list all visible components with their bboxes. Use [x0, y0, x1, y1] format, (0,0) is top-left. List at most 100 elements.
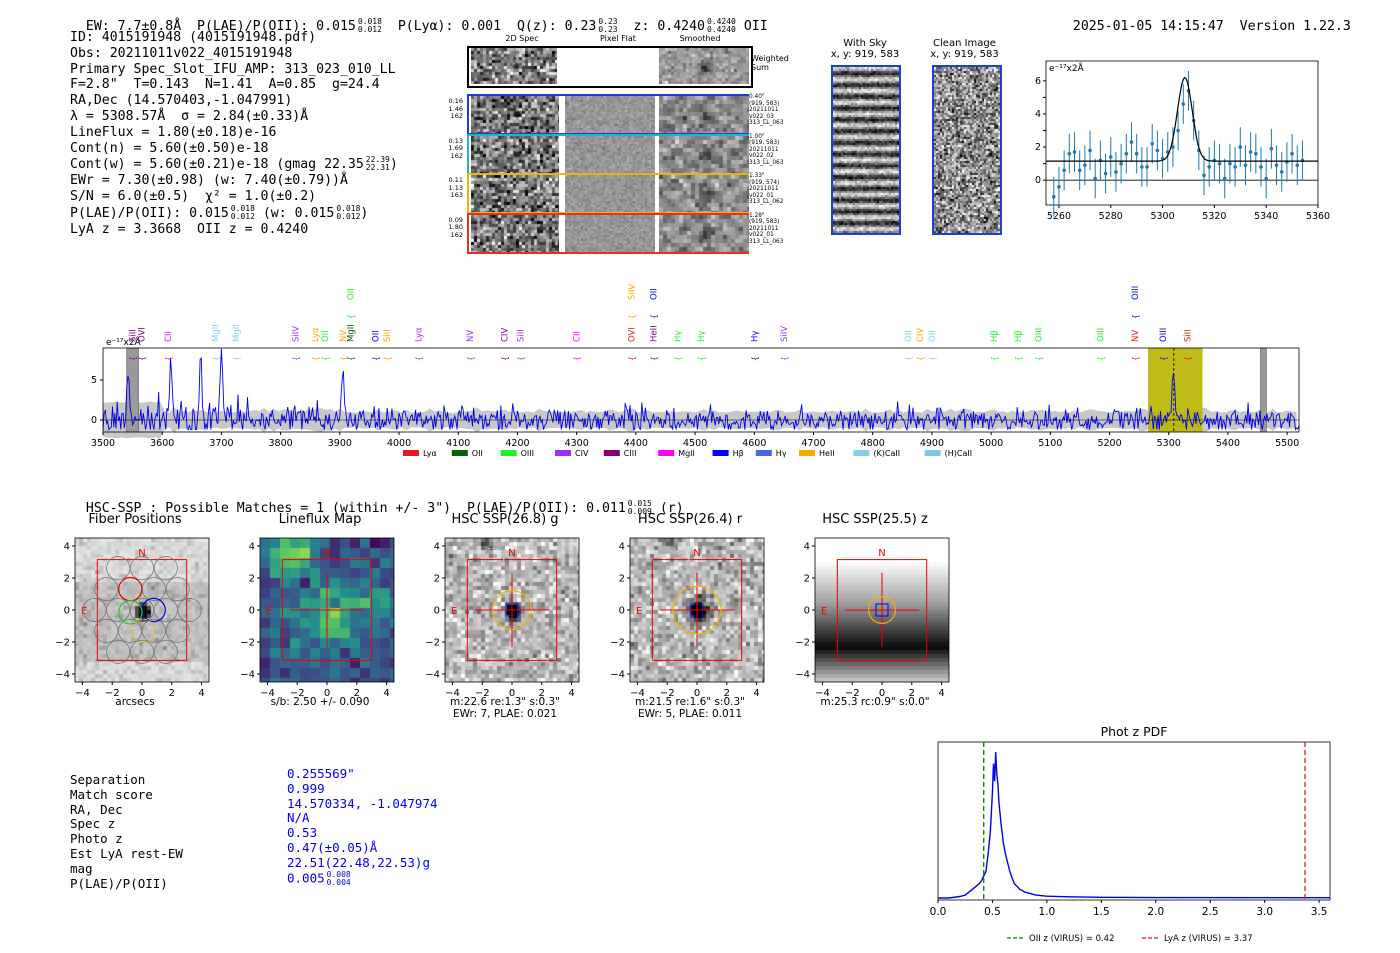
spectrum-line-label-text: SiII [1184, 329, 1194, 342]
cutout-row-right-value: 313_LL_063 [749, 238, 784, 245]
spectrum-line-label: OVI { [137, 327, 147, 361]
cutout-smoothed [659, 214, 749, 252]
col-smoothed-label: Smoothed [679, 34, 721, 43]
spectrum-legend-label: Hβ [733, 449, 744, 458]
header-z: z: 0.4240 [633, 19, 705, 34]
spectrum-line-label-text: NV [1131, 330, 1141, 342]
spectrum-legend-label: CIII [624, 449, 637, 458]
hsc-ytick-label: 4 [804, 542, 810, 553]
spectrum-line-brace: { [232, 356, 241, 361]
spectrum-line-label-text: OII [904, 330, 914, 342]
cutout-2d-spec [471, 214, 559, 252]
hsc-caption-1: arcsecs [115, 696, 155, 708]
hsc-panel-plot: N E 4 2 0 −2 −4 −4 −2 0 2 4 [240, 537, 395, 699]
spectrum-line-label-text: OII [650, 288, 660, 300]
fit-xtick-label: 5340 [1254, 211, 1278, 222]
spectrum-xtick-label: 5100 [1038, 438, 1062, 449]
fit-point [1248, 150, 1253, 154]
spectrum-line-label: OIII { [1131, 286, 1141, 319]
cutout-row-left-values: 0.11 1.13 163 [443, 176, 463, 200]
info-lambda: λ = 5308.57Å σ = 2.84(±0.33)Å [70, 108, 309, 124]
fiber-highlight [118, 600, 143, 625]
spectrum-line-label-text: OIII [1097, 328, 1107, 342]
col-pixel-flat-label: Pixel Flat [600, 34, 636, 43]
hsc-ytick-label: 0 [64, 606, 70, 617]
spectrum-line-brace: { [990, 356, 999, 361]
spectrum-legend-swatch [403, 450, 419, 456]
spectrum-line-label: OII { [346, 288, 356, 319]
spectrum-line-label-text: SiII [383, 329, 393, 342]
spectrum-line-brace: { [346, 314, 355, 319]
spectrum-legend-swatch [500, 450, 517, 456]
cutout-row-right-value: 0.40" [749, 94, 765, 100]
cutout-row-frame [467, 212, 749, 254]
detection-info: ID: 4015191948 (4015191948.pdf) Obs: 202… [70, 30, 398, 237]
cutout-row-right-values: 0.40" (919, 583) 20211011 v022_03 313_LL_063 [749, 94, 805, 127]
hsc-ytick-label: 0 [434, 606, 440, 617]
match-label: RA, Dec [70, 801, 123, 817]
fit-point [1217, 161, 1222, 166]
hsc-xtick-label: 2 [169, 688, 175, 699]
east-label: E [266, 606, 272, 617]
cutout-row: 0.16 1.46 162 0.40" (919, 583) 20211011 v022_0… [449, 94, 805, 135]
hsc-panel-title: HSC SSP(25.5) z [822, 512, 928, 527]
spectrum-line-label-text: CIV [916, 328, 926, 342]
clean-image-title-block: Clean Image x, y: 919, 583 [922, 38, 1007, 60]
fiber-circle [165, 577, 190, 602]
header-z-sub: 0.4240 [706, 25, 736, 34]
fit-point [1155, 148, 1160, 153]
spectrum-unit-label: e⁻¹⁷x2Å [106, 336, 142, 348]
info-plae-w: (w: 0.015 [262, 205, 335, 221]
spectrum-line-label: Hβ { [990, 330, 1000, 361]
spectrum-line-label: NV { [339, 330, 349, 361]
east-label: E [81, 606, 87, 617]
hsc-ytick-label: 0 [804, 606, 810, 617]
hsc-ytick-label: −2 [425, 638, 440, 649]
match-value: 14.570334, -1.047974 [287, 795, 438, 811]
info-contw-text: Cont(w) = 5.60(±0.21)e-18 (gmag 22.35 [70, 157, 364, 173]
fit-gaussian-curve [1046, 76, 1318, 162]
fit-point [1238, 145, 1243, 149]
spectrum-line-label-text: Hγ [750, 331, 760, 342]
fit-point [1269, 146, 1274, 151]
fiber-circle [106, 597, 131, 623]
spectrum-line-label-text: OIII [1131, 286, 1141, 300]
fit-point [1124, 151, 1129, 156]
hsc-caption-1: m:21.5 re:1.6" s:0.3" [635, 696, 745, 708]
spectrum-line-label: SiII { [129, 329, 139, 361]
hsc-caption-2: EWr: 7, PLAE: 0.021 [452, 708, 558, 720]
catalog-marker [875, 603, 889, 617]
spectrum-legend-label: CIV [575, 449, 589, 458]
hsc-panel-plot: N E 4 2 0 −2 −4 −4 −2 0 2 4 [610, 537, 765, 699]
spectrum-xtick-label: 5300 [1157, 438, 1181, 449]
cutout-row-right-values: 1.00" (919, 583) 20211011 v022_02 313_LL_063 [749, 134, 805, 167]
fiber-circle [165, 618, 190, 643]
fiber-circle [153, 597, 178, 623]
spectrum-line-label: MgII { [232, 324, 242, 361]
hsc-panel: HSC SSP(26.8) g N E 4 2 0 −2 −4 −4 −2 0 2 4 m:22.6 re… [415, 512, 595, 727]
hsc-box [466, 559, 558, 661]
spectrum-line-label-text: Hγ [697, 331, 707, 342]
spectrum-legend-label: HeII [819, 449, 835, 458]
cutout-row-frame [467, 133, 749, 175]
header-z-line: OII [743, 19, 768, 34]
fiber-circle [141, 618, 166, 643]
photz-legend-label: LyA z (VIRUS) = 3.37 [1164, 934, 1253, 944]
hsc-ytick-label: 2 [434, 574, 440, 585]
fiber-circle [106, 556, 131, 581]
spectrum-xtick-label: 4500 [683, 438, 707, 449]
spectrum-line-label: Hβ { [1014, 330, 1024, 361]
fit-point [1202, 173, 1206, 178]
hsc-xtick-label: 0 [139, 688, 145, 699]
hsc-panel-plot: N E 4 2 0 −2 −4 −4 −2 0 2 4 [795, 537, 950, 699]
cutout-row-left-values: 0.16 1.46 162 [443, 97, 463, 121]
spectrum-line-label-text: CII [573, 331, 583, 342]
info-plae-sub: 0.012 [230, 211, 255, 221]
spectrum-line-brace: { [697, 356, 706, 361]
info-contw-sup: 22.39 [365, 155, 390, 165]
hsc-ytick-label: 4 [434, 542, 440, 553]
cutout-row-right-value: v022_01 [749, 192, 774, 199]
hsc-header-sup: 0.015 [627, 499, 652, 508]
fit-xtick-label: 5280 [1099, 211, 1123, 222]
north-label: N [693, 548, 700, 559]
